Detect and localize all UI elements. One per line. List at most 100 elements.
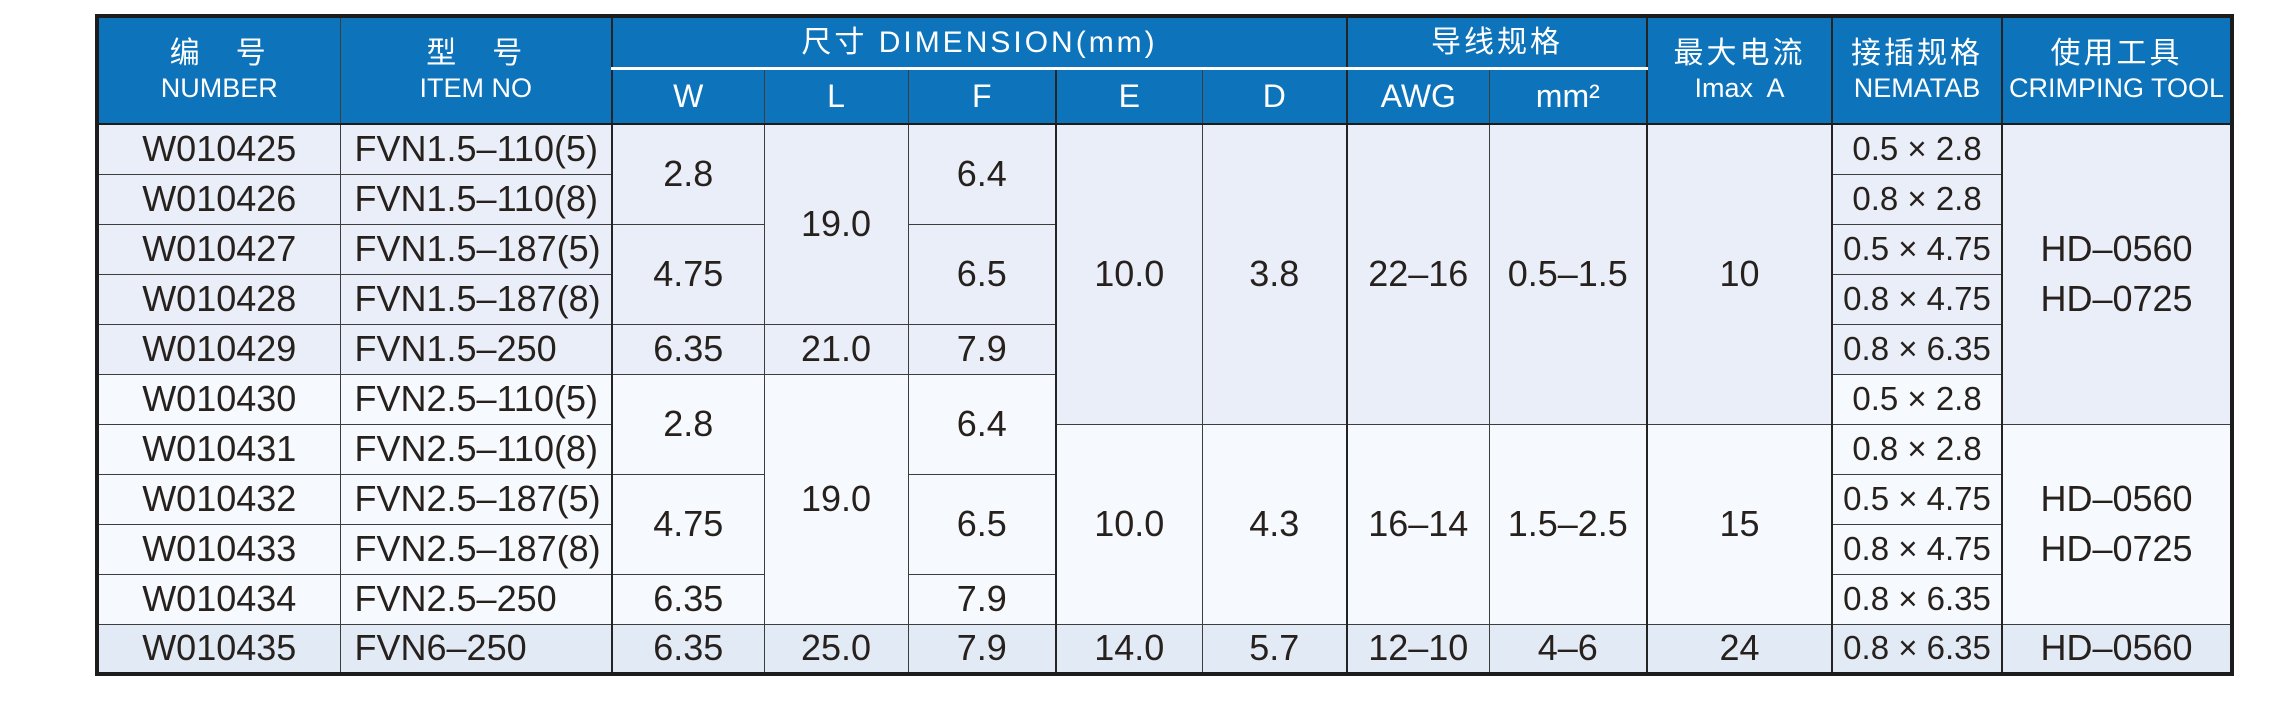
awg-cell: 16–14 bbox=[1346, 423, 1490, 625]
number-cell: W010425 bbox=[96, 123, 341, 175]
item-cell: FVN1.5–110(5) bbox=[339, 123, 613, 175]
l-cell: 25.0 bbox=[763, 623, 909, 675]
number-header-zh: 编 号 bbox=[169, 36, 269, 70]
number-cell: W010434 bbox=[96, 573, 341, 625]
nematab-cell: 0.5 × 2.8 bbox=[1831, 373, 2003, 425]
f-cell: 6.4 bbox=[907, 123, 1057, 225]
w-cell: 2.8 bbox=[611, 123, 765, 225]
item-header-en: ITEM NO bbox=[419, 73, 533, 104]
awg-cell: 22–16 bbox=[1346, 123, 1490, 425]
nematab-cell: 0.5 × 2.8 bbox=[1831, 123, 2003, 175]
number-cell: W010435 bbox=[96, 623, 341, 675]
item-cell: FVN2.5–187(5) bbox=[339, 473, 613, 525]
wire-spec-group-header: 导线规格 bbox=[1346, 15, 1648, 70]
nematab-cell: 0.8 × 4.75 bbox=[1831, 523, 2003, 575]
nematab-cell: 0.8 × 6.35 bbox=[1831, 323, 2003, 375]
e-cell: 14.0 bbox=[1055, 623, 1203, 675]
l-cell: 19.0 bbox=[763, 123, 909, 325]
tool-line: HD–0560 bbox=[2040, 627, 2193, 669]
number-cell: W010428 bbox=[96, 273, 341, 325]
nematab-cell: 0.8 × 6.35 bbox=[1831, 623, 2003, 675]
number-cell: W010426 bbox=[96, 173, 341, 225]
number-cell: W010427 bbox=[96, 223, 341, 275]
tool-cell: HD–0560 HD–0725 bbox=[2001, 423, 2233, 625]
item-cell: FVN2.5–250 bbox=[339, 573, 613, 625]
mm2-cell: 0.5–1.5 bbox=[1488, 123, 1648, 425]
f-cell: 6.5 bbox=[907, 223, 1057, 325]
col-header-item-no: 型 号 ITEM NO bbox=[339, 15, 613, 125]
item-cell: FVN1.5–187(8) bbox=[339, 273, 613, 325]
d-cell: 3.8 bbox=[1201, 123, 1348, 425]
col-header-crimping-tool: 使用工具 CRIMPING TOOL bbox=[2001, 15, 2233, 125]
imax-header-zh: 最大电流 bbox=[1673, 36, 1806, 70]
w-cell: 4.75 bbox=[611, 223, 765, 325]
item-cell: FVN2.5–110(5) bbox=[339, 373, 613, 425]
col-header-l: L bbox=[763, 67, 909, 125]
tool-line: HD–0560 bbox=[2040, 228, 2193, 270]
col-header-nematab: 接插规格 NEMATAB bbox=[1831, 15, 2003, 125]
number-cell: W010432 bbox=[96, 473, 341, 525]
imax-cell: 15 bbox=[1646, 423, 1833, 625]
f-cell: 6.4 bbox=[907, 373, 1057, 475]
col-header-f: F bbox=[907, 67, 1057, 125]
col-header-awg: AWG bbox=[1346, 67, 1490, 125]
number-cell: W010430 bbox=[96, 373, 341, 425]
d-cell: 4.3 bbox=[1201, 423, 1348, 625]
item-cell: FVN2.5–187(8) bbox=[339, 523, 613, 575]
col-header-e: E bbox=[1055, 67, 1203, 125]
e-cell: 10.0 bbox=[1055, 423, 1203, 625]
w-cell: 6.35 bbox=[611, 323, 765, 375]
mm2-cell: 1.5–2.5 bbox=[1488, 423, 1648, 625]
spec-table: 编 号 NUMBER 型 号 ITEM NO 尺寸 DIMENSION(mm) … bbox=[95, 14, 2235, 676]
mm2-cell: 4–6 bbox=[1488, 623, 1648, 675]
tool-header-zh: 使用工具 bbox=[2050, 36, 2183, 70]
number-cell: W010433 bbox=[96, 523, 341, 575]
e-cell: 10.0 bbox=[1055, 123, 1203, 425]
nematab-header-zh: 接插规格 bbox=[1851, 36, 1984, 70]
imax-cell: 10 bbox=[1646, 123, 1833, 425]
awg-cell: 12–10 bbox=[1346, 623, 1490, 675]
f-cell: 7.9 bbox=[907, 573, 1057, 625]
dimension-title: 尺寸 DIMENSION(mm) bbox=[801, 25, 1158, 59]
col-header-w: W bbox=[611, 67, 765, 125]
l-cell: 21.0 bbox=[763, 323, 909, 375]
item-cell: FVN2.5–110(8) bbox=[339, 423, 613, 475]
nematab-cell: 0.5 × 4.75 bbox=[1831, 223, 2003, 275]
item-cell: FVN1.5–187(5) bbox=[339, 223, 613, 275]
col-header-number: 编 号 NUMBER bbox=[96, 15, 341, 125]
number-cell: W010429 bbox=[96, 323, 341, 375]
dimension-group-header: 尺寸 DIMENSION(mm) bbox=[610, 15, 1348, 70]
col-header-imax: 最大电流 Imax A bbox=[1646, 15, 1833, 125]
f-cell: 7.9 bbox=[907, 323, 1057, 375]
number-header-en: NUMBER bbox=[160, 73, 278, 104]
w-cell: 4.75 bbox=[611, 473, 765, 575]
w-cell: 2.8 bbox=[611, 373, 765, 475]
item-cell: FVN6–250 bbox=[339, 623, 613, 675]
f-cell: 7.9 bbox=[907, 623, 1057, 675]
item-cell: FVN1.5–110(8) bbox=[339, 173, 613, 225]
nematab-cell: 0.8 × 6.35 bbox=[1831, 573, 2003, 625]
imax-header-en: Imax A bbox=[1694, 73, 1785, 104]
tool-line: HD–0725 bbox=[2040, 528, 2193, 569]
tool-line: HD–0560 bbox=[2040, 478, 2193, 519]
w-cell: 6.35 bbox=[611, 623, 765, 675]
tool-header-en: CRIMPING TOOL bbox=[2009, 73, 2225, 104]
nematab-cell: 0.8 × 2.8 bbox=[1831, 173, 2003, 225]
number-cell: W010431 bbox=[96, 423, 341, 475]
w-cell: 6.35 bbox=[611, 573, 765, 625]
tool-cell: HD–0560 HD–0725 bbox=[2001, 123, 2233, 425]
f-cell: 6.5 bbox=[907, 473, 1057, 575]
nematab-header-en: NEMATAB bbox=[1853, 73, 1981, 104]
nematab-cell: 0.5 × 4.75 bbox=[1831, 473, 2003, 525]
tool-line: HD–0725 bbox=[2040, 278, 2193, 320]
tool-cell: HD–0560 bbox=[2001, 623, 2233, 675]
nematab-cell: 0.8 × 2.8 bbox=[1831, 423, 2003, 475]
item-header-zh: 型 号 bbox=[426, 36, 526, 70]
nematab-cell: 0.8 × 4.75 bbox=[1831, 273, 2003, 325]
col-header-mm2: mm² bbox=[1488, 67, 1648, 125]
imax-cell: 24 bbox=[1646, 623, 1833, 675]
wire-spec-title: 导线规格 bbox=[1431, 25, 1564, 59]
col-header-d: D bbox=[1201, 67, 1348, 125]
l-cell: 19.0 bbox=[763, 373, 909, 625]
